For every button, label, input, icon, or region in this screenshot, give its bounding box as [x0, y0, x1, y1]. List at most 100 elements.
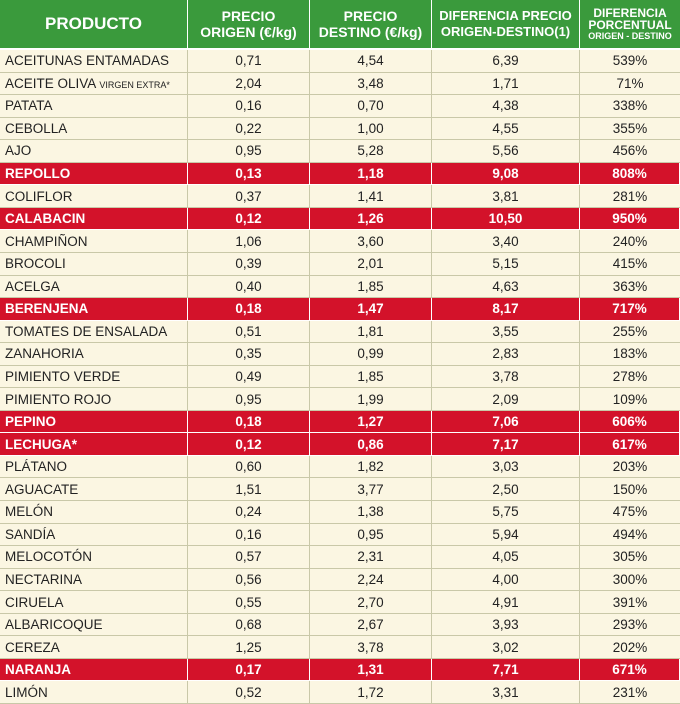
- cell-text: MELOCOTÓN: [5, 549, 93, 565]
- value-cell: 0,13: [188, 162, 310, 185]
- cell-text: 2,70: [357, 594, 384, 610]
- cell-text: 5,28: [357, 143, 384, 159]
- product-cell: ACEITUNAS ENTAMADAS: [0, 50, 188, 72]
- value-cell: 808%: [580, 162, 680, 185]
- cell-text: 1,27: [357, 414, 384, 430]
- table-row: PIMIENTO ROJO 0,95 1,99 2,09 109%: [0, 388, 680, 411]
- product-cell: PIMIENTO ROJO: [0, 388, 188, 410]
- header-text: PRODUCTO: [45, 14, 142, 33]
- value-cell: 3,78: [432, 365, 580, 388]
- cell-text: 0,68: [235, 617, 262, 633]
- table-row: SANDÍA 0,16 0,95 5,94 494%: [0, 523, 680, 547]
- cell-text: 2,83: [492, 346, 519, 362]
- value-cell: 4,38: [432, 95, 580, 117]
- cell-text: 3,93: [492, 617, 519, 633]
- cell-text: 1,06: [235, 233, 262, 249]
- cell-text: NECTARINA: [5, 571, 83, 587]
- value-cell: 0,39: [188, 252, 310, 275]
- cell-text: 1,41: [357, 188, 384, 204]
- value-cell: 3,55: [432, 320, 580, 343]
- cell-text: 5,75: [492, 504, 519, 520]
- cell-text: 0,16: [235, 526, 262, 542]
- cell-text: 2,24: [357, 571, 384, 587]
- cell-text: 4,00: [492, 571, 519, 587]
- cell-text: ALBARICOQUE: [5, 617, 103, 633]
- cell-text: 475%: [612, 504, 648, 520]
- cell-text: 363%: [612, 278, 648, 294]
- value-cell: 1,71: [432, 72, 580, 95]
- cell-text: 2,31: [357, 549, 384, 565]
- value-cell: 539%: [580, 50, 680, 72]
- value-cell: 1,26: [310, 207, 432, 230]
- cell-text: LIMÓN: [5, 684, 48, 700]
- value-cell: 0,60: [188, 455, 310, 478]
- cell-text: 606%: [612, 414, 647, 430]
- value-cell: 150%: [580, 478, 680, 500]
- cell-text: 2,04: [235, 75, 262, 91]
- table-row: ACEITUNAS ENTAMADAS 0,71 4,54 6,39 539%: [0, 50, 680, 73]
- cell-text: 183%: [612, 346, 648, 362]
- table-row: AJO 0,95 5,28 5,56 456%: [0, 140, 680, 163]
- value-cell: 0,24: [188, 501, 310, 523]
- value-cell: 203%: [580, 456, 680, 478]
- cell-text: 1,25: [235, 639, 262, 655]
- value-cell: 494%: [580, 524, 680, 546]
- table-row: PATATA 0,16 0,70 4,38 338%: [0, 95, 680, 118]
- table-row: PLÁTANO 0,60 1,82 3,03 203%: [0, 455, 680, 479]
- header-text: DESTINO (€/kg): [318, 24, 423, 40]
- highlighted-row: NARANJA 0,17 1,31 7,71 671%: [0, 658, 680, 682]
- cell-text: 0,24: [235, 504, 262, 520]
- product-cell: BERENJENA: [0, 298, 188, 320]
- value-cell: 0,17: [188, 658, 310, 681]
- value-cell: 2,24: [310, 568, 432, 591]
- cell-text: 203%: [612, 459, 648, 475]
- product-cell: CIRUELA: [0, 591, 188, 613]
- header-text: ORIGEN-DESTINO(1): [440, 24, 571, 39]
- cell-text: 7,71: [492, 662, 519, 678]
- header-text: PRECIO: [343, 8, 398, 24]
- cell-text: 0,99: [357, 346, 384, 362]
- value-cell: 2,01: [310, 252, 432, 275]
- cell-text: PLÁTANO: [5, 459, 68, 475]
- cell-text: PATATA: [5, 98, 53, 114]
- product-text: ACEITE OLIVA: [5, 75, 96, 91]
- cell-text: 0,22: [235, 120, 262, 136]
- cell-text: 1,51: [235, 481, 262, 497]
- header-cell: DIFERENCIA PORCENTUAL ORIGEN - DESTINO: [580, 0, 680, 48]
- product-name: ACEITE OLIVA VIRGEN EXTRA*: [5, 76, 170, 91]
- cell-text: 109%: [612, 391, 648, 407]
- cell-text: ACEITUNAS ENTAMADAS: [5, 53, 170, 69]
- value-cell: 4,63: [432, 275, 580, 298]
- cell-text: 5,15: [492, 256, 519, 272]
- table-row: CEREZA 1,25 3,78 3,02 202%: [0, 636, 680, 659]
- cell-text: 1,47: [357, 301, 384, 317]
- value-cell: 281%: [580, 185, 680, 207]
- cell-text: 539%: [612, 53, 648, 69]
- cell-text: 0,37: [235, 188, 262, 204]
- product-cell: ALBARICOQUE: [0, 613, 188, 636]
- cell-text: 0,56: [235, 571, 262, 587]
- cell-text: 3,78: [492, 368, 519, 384]
- cell-text: AGUACATE: [5, 481, 79, 497]
- cell-text: 7,17: [492, 436, 519, 452]
- table-row: ACELGA 0,40 1,85 4,63 363%: [0, 275, 680, 299]
- value-cell: 0,68: [188, 613, 310, 636]
- value-cell: 2,70: [310, 591, 432, 613]
- product-cell: CALABACIN: [0, 207, 188, 230]
- cell-text: PEPINO: [5, 414, 57, 430]
- value-cell: 950%: [580, 207, 680, 230]
- product-cell: MELOCOTÓN: [0, 546, 188, 568]
- table-row: TOMATES DE ENSALADA 0,51 1,81 3,55 255%: [0, 320, 680, 344]
- header-text: DIFERENCIA: [593, 5, 667, 20]
- cell-text: 2,09: [492, 391, 519, 407]
- cell-text: 300%: [612, 571, 648, 587]
- value-cell: 2,50: [432, 478, 580, 501]
- product-cell: CEBOLLA: [0, 117, 188, 140]
- cell-text: 4,38: [492, 98, 519, 114]
- cell-text: 1,99: [357, 391, 384, 407]
- cell-text: 10,50: [488, 211, 523, 227]
- product-cell: AGUACATE: [0, 478, 188, 501]
- value-cell: 0,18: [188, 298, 310, 320]
- value-cell: 1,00: [310, 117, 432, 140]
